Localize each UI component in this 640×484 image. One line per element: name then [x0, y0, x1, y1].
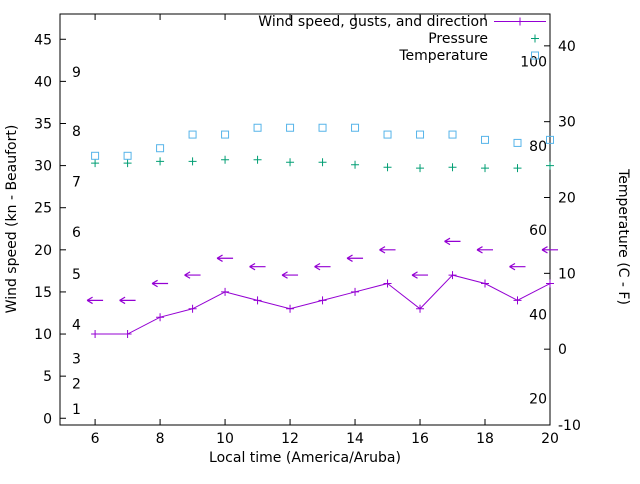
- y-axis-left: 0 5 10 15 20 25 30 35 40 45: [34, 32, 66, 427]
- y-right-tick-label: 30: [558, 115, 576, 131]
- y-left-tick-label: 30: [34, 159, 52, 175]
- x-axis-title: Local time (America/Aruba): [209, 450, 401, 466]
- y-left-tick-label: 5: [43, 369, 52, 385]
- beaufort-label: 9: [72, 65, 81, 81]
- y-left-tick-label: 20: [34, 243, 52, 259]
- legend-label: Temperature: [398, 48, 488, 64]
- y-left-tick-label: 40: [34, 74, 52, 90]
- beaufort-scale-labels: 1 2 3 4 5 6 7 8 9: [72, 65, 81, 418]
- fahrenheit-label: 80: [529, 139, 547, 155]
- fahrenheit-scale-labels: 20 40 60 80 100: [520, 55, 547, 408]
- series-temperature: [91, 123, 554, 160]
- beaufort-label: 3: [72, 351, 81, 367]
- x-tick-label: 12: [281, 431, 299, 447]
- y-right-tick-label: 20: [558, 191, 576, 207]
- x-tick-label: 20: [541, 431, 559, 447]
- y-left-tick-label: 15: [34, 285, 52, 301]
- x-tick-label: 8: [156, 431, 165, 447]
- y-axis-right: -10 0 10 20 30 40: [544, 39, 581, 434]
- plot-border: [59, 13, 551, 426]
- y-axis-left-title: Wind speed (kn - Beaufort): [4, 125, 20, 314]
- x-tick-label: 14: [346, 431, 364, 447]
- beaufort-label: 8: [72, 124, 81, 140]
- legend-label: Pressure: [428, 31, 488, 47]
- x-tick-label: 18: [476, 431, 494, 447]
- x-tick-label: 10: [216, 431, 234, 447]
- y-right-tick-label: 40: [558, 39, 576, 55]
- beaufort-label: 7: [72, 174, 81, 190]
- y-left-tick-label: 25: [34, 201, 52, 217]
- beaufort-label: 4: [72, 318, 81, 334]
- y-left-tick-label: 45: [34, 32, 52, 48]
- fahrenheit-label: 100: [520, 55, 547, 71]
- legend: Wind speed, gusts, and directionPressure…: [258, 14, 546, 64]
- fahrenheit-label: 40: [529, 307, 547, 323]
- y-left-tick-label: 10: [34, 327, 52, 343]
- y-right-tick-label: 10: [558, 266, 576, 282]
- chart-generated-layer: 6 8 10 12 14 16 18 20051015202530354045-1001020…: [34, 13, 581, 447]
- fahrenheit-label: 20: [529, 392, 547, 408]
- beaufort-label: 2: [72, 377, 81, 393]
- series-wind_speed: [91, 271, 554, 339]
- beaufort-label: 5: [72, 267, 81, 283]
- beaufort-label: 6: [72, 225, 81, 241]
- y-left-tick-label: 35: [34, 116, 52, 132]
- series-wind_gusts: [86, 237, 558, 305]
- legend-label: Wind speed, gusts, and direction: [258, 14, 488, 30]
- y-left-tick-label: 0: [43, 411, 52, 427]
- y-axis-right-title: Temperature (C - F): [615, 168, 631, 305]
- x-axis: 6 8 10 12 14 16 18 20: [91, 14, 559, 447]
- beaufort-label: 1: [72, 402, 81, 418]
- x-tick-label: 16: [411, 431, 429, 447]
- y-right-tick-label: -10: [558, 418, 581, 434]
- y-right-tick-label: 0: [558, 342, 567, 358]
- series-pressure: [91, 155, 554, 173]
- x-tick-label: 6: [91, 431, 100, 447]
- fahrenheit-label: 60: [529, 223, 547, 239]
